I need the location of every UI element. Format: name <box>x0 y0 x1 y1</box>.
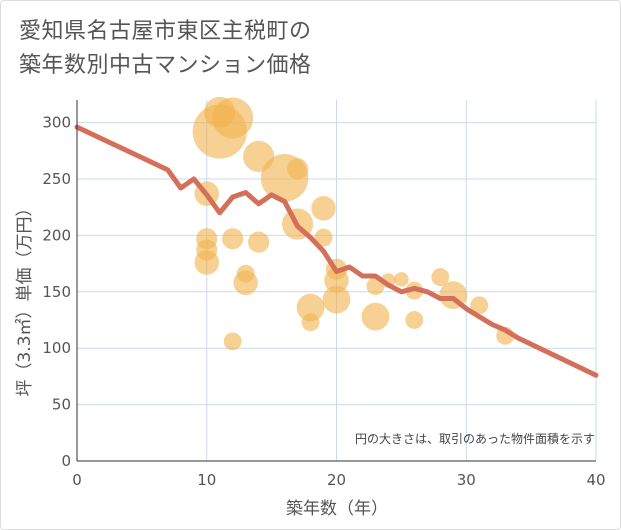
chart-title-line-1: 愛知県名古屋市東区主税町の <box>19 19 312 44</box>
bubble-point <box>311 196 336 221</box>
trend-line-series <box>74 124 599 378</box>
bubble-point <box>322 285 351 314</box>
bubble-point <box>324 268 349 293</box>
x-axis-label: 築年数（年） <box>286 499 388 519</box>
bubble-point <box>394 272 409 287</box>
bubble-point <box>222 228 244 250</box>
x-tick-label: 10 <box>197 471 216 489</box>
bubble-point <box>296 293 325 322</box>
x-tick-label: 0 <box>72 471 82 489</box>
y-axis-label: 坪（3.3㎡）単価（万円） <box>15 199 35 396</box>
bubble-point <box>301 313 320 332</box>
tick-labels: 0 10 20 30 40 0 50 100 150 200 250 300 <box>42 114 605 489</box>
y-tick-label: 250 <box>42 170 71 188</box>
bubble-point <box>431 268 450 287</box>
bubble-point <box>314 228 333 247</box>
y-tick-label: 50 <box>52 396 71 414</box>
bubble-point <box>212 97 254 139</box>
x-tick-label: 40 <box>586 471 605 489</box>
axes <box>76 100 596 462</box>
bubble-point <box>194 250 219 275</box>
size-note: 円の大きさは、取引のあった物件面積を示す <box>355 431 595 446</box>
bubble-point <box>248 231 270 253</box>
bubble-point <box>361 302 390 331</box>
y-tick-label: 200 <box>42 226 71 244</box>
y-tick-label: 150 <box>42 283 71 301</box>
bubble-point <box>286 158 309 180</box>
bubble-point <box>223 332 242 351</box>
chart-title: 愛知県名古屋市東区主税町の 築年数別中古マンション価格 <box>19 15 312 83</box>
y-tick-label: 100 <box>42 339 71 357</box>
y-tick-label: 300 <box>42 114 71 132</box>
grid-lines <box>77 100 597 461</box>
x-tick-label: 20 <box>327 471 346 489</box>
bubble-point <box>405 311 424 329</box>
bubble-point <box>233 270 258 296</box>
chart-title-line-2: 築年数別中古マンション価格 <box>19 53 312 78</box>
x-tick-label: 30 <box>457 471 476 489</box>
y-tick-label: 0 <box>61 452 71 470</box>
trend-line <box>74 124 599 378</box>
bubble-point <box>470 296 489 315</box>
